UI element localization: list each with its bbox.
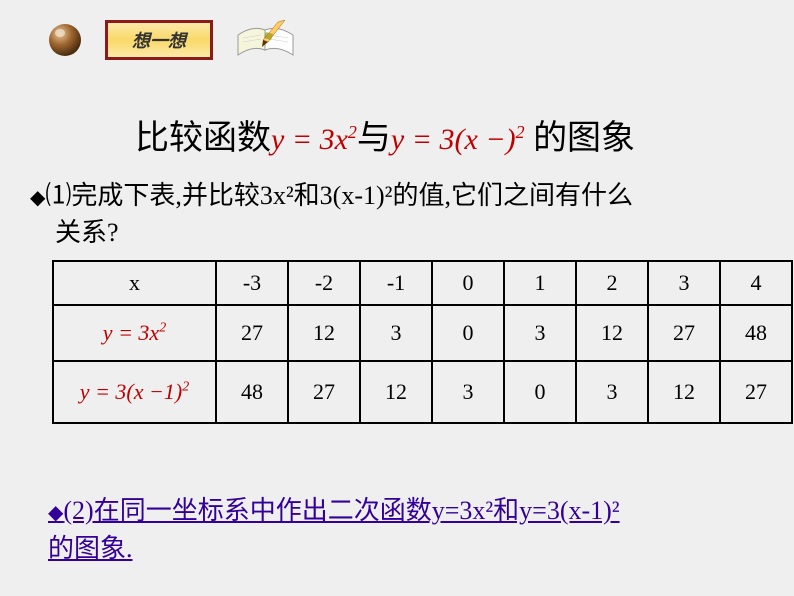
formula2: y = 3(x −)2 bbox=[391, 123, 525, 156]
bottom-text1: (2)在同一坐标系中作出二次函数y=3x²和y=3(x-1)² bbox=[63, 496, 619, 525]
formula1-y: y bbox=[271, 123, 284, 156]
r2-eq: = 3 bbox=[90, 379, 127, 404]
bullet-icon: ◆ bbox=[30, 187, 45, 209]
ribbon-label: 想一想 bbox=[105, 20, 213, 60]
formula1: y = 3x2 bbox=[271, 123, 357, 156]
formula1-x: x bbox=[335, 123, 348, 156]
r2-y: y bbox=[80, 379, 90, 404]
header-label: x bbox=[53, 261, 216, 305]
table-header-row: x -3 -2 -1 0 1 2 3 4 bbox=[53, 261, 792, 305]
data-cell: 0 bbox=[432, 305, 504, 361]
row1-label: y = 3x2 bbox=[53, 305, 216, 361]
data-cell: 27 bbox=[720, 361, 792, 423]
data-cell: 12 bbox=[648, 361, 720, 423]
subtitle-line2: 关系? bbox=[55, 212, 119, 249]
data-cell: 48 bbox=[216, 361, 288, 423]
header-cell: 4 bbox=[720, 261, 792, 305]
sphere-icon bbox=[45, 20, 85, 60]
formula2-y: y bbox=[391, 123, 404, 156]
data-cell: 3 bbox=[432, 361, 504, 423]
header-cell: 3 bbox=[648, 261, 720, 305]
header-cell: 0 bbox=[432, 261, 504, 305]
header-cell: 2 bbox=[576, 261, 648, 305]
ribbon-text: 想一想 bbox=[132, 31, 186, 51]
data-cell: 27 bbox=[288, 361, 360, 423]
bottom-text2: 的图象. bbox=[48, 534, 133, 563]
header-cell: -3 bbox=[216, 261, 288, 305]
formula1-sup: 2 bbox=[348, 122, 357, 142]
formula2-x: x bbox=[464, 123, 477, 156]
r1-eq: = 3 bbox=[113, 320, 150, 345]
title-prefix: 比较函数 bbox=[135, 120, 271, 157]
table-row-2: y = 3(x −1)2 48 27 12 3 0 3 12 27 bbox=[53, 361, 792, 423]
formula2-close: ) bbox=[506, 123, 516, 156]
formula2-eq: = 3 bbox=[404, 123, 454, 156]
formula1-eq: = 3 bbox=[284, 123, 334, 156]
row2-formula: y = 3(x −1)2 bbox=[80, 379, 189, 404]
title-middle: 与 bbox=[357, 120, 391, 157]
r1-y: y bbox=[103, 320, 113, 345]
formula2-open: ( bbox=[454, 123, 464, 156]
row2-label: y = 3(x −1)2 bbox=[53, 361, 216, 423]
data-cell: 3 bbox=[360, 305, 432, 361]
data-table: x -3 -2 -1 0 1 2 3 4 y = 3x2 27 12 3 0 3… bbox=[52, 260, 793, 424]
data-cell: 12 bbox=[360, 361, 432, 423]
header-cell: -2 bbox=[288, 261, 360, 305]
formula2-minus: − bbox=[478, 123, 506, 156]
subtitle-line1: ◆⑴完成下表,并比较3x²和3(x-1)²的值,它们之间有什么 bbox=[30, 175, 633, 212]
data-cell: 3 bbox=[576, 361, 648, 423]
main-title: 比较函数y = 3x2与y = 3(x −)2 的图象 bbox=[135, 110, 635, 159]
bottom-line1: ◆(2)在同一坐标系中作出二次函数y=3x²和y=3(x-1)² bbox=[48, 490, 620, 527]
data-cell: 27 bbox=[216, 305, 288, 361]
data-cell: 0 bbox=[504, 361, 576, 423]
formula2-sup: 2 bbox=[516, 122, 525, 142]
data-cell: 27 bbox=[648, 305, 720, 361]
r1-sup: 2 bbox=[159, 321, 166, 336]
data-cell: 12 bbox=[576, 305, 648, 361]
book-icon bbox=[233, 20, 293, 60]
r2-x: x bbox=[134, 379, 144, 404]
r2-open: ( bbox=[126, 379, 133, 404]
table-row-1: y = 3x2 27 12 3 0 3 12 27 48 bbox=[53, 305, 792, 361]
subtitle-text2: 关系? bbox=[55, 218, 119, 247]
title-suffix: 的图象 bbox=[525, 120, 636, 157]
r2-minus: −1 bbox=[144, 379, 175, 404]
bullet-icon: ◆ bbox=[48, 502, 63, 524]
data-cell: 48 bbox=[720, 305, 792, 361]
bottom-line2: 的图象. bbox=[48, 528, 133, 565]
row1-formula: y = 3x2 bbox=[103, 320, 166, 345]
r2-sup: 2 bbox=[182, 380, 189, 395]
data-cell: 3 bbox=[504, 305, 576, 361]
header-cell: 1 bbox=[504, 261, 576, 305]
header-cell: -1 bbox=[360, 261, 432, 305]
header-area: 想一想 bbox=[45, 20, 293, 60]
r1-x: x bbox=[149, 320, 159, 345]
data-cell: 12 bbox=[288, 305, 360, 361]
subtitle-text1: ⑴完成下表,并比较3x²和3(x-1)²的值,它们之间有什么 bbox=[45, 181, 633, 210]
